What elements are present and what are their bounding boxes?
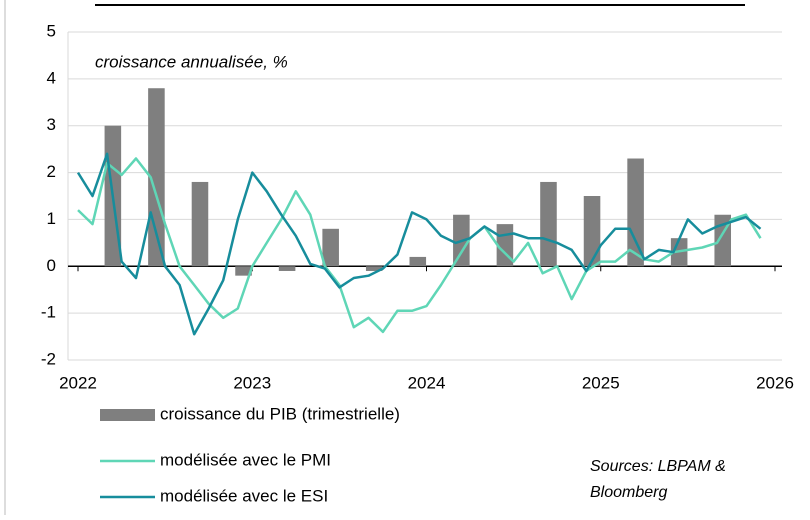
bar xyxy=(540,181,557,267)
bar xyxy=(583,196,601,267)
bar xyxy=(365,266,383,271)
bar xyxy=(235,266,252,276)
bar xyxy=(322,228,339,267)
y-tick-label: -1 xyxy=(41,303,56,322)
x-tick-label: 2026 xyxy=(756,373,794,392)
y-tick-label: 1 xyxy=(47,209,56,228)
x-tick-label: 2022 xyxy=(59,373,97,392)
y-tick-label: 5 xyxy=(47,21,56,40)
subtitle: croissance annualisée, % xyxy=(95,52,288,71)
y-tick-label: 2 xyxy=(47,162,56,181)
bar xyxy=(627,158,644,267)
x-tick-label: 2024 xyxy=(408,373,446,392)
bar xyxy=(409,256,427,267)
line xyxy=(77,157,762,334)
annotation: Bloomberg xyxy=(590,484,667,501)
legend-label: croissance du PIB (trimestrielle) xyxy=(160,404,400,423)
y-tick-label: 3 xyxy=(47,115,56,134)
bar xyxy=(191,181,209,267)
x-tick-label: 2025 xyxy=(582,373,620,392)
line xyxy=(76,152,762,336)
annotation: Sources: LBPAM & xyxy=(590,458,726,475)
y-tick-label: 4 xyxy=(47,68,56,87)
legend-label: modélisée avec le ESI xyxy=(160,486,328,505)
y-tick-label: -2 xyxy=(41,349,56,368)
legend-swatch xyxy=(100,409,155,421)
legend-label: modélisée avec le PMI xyxy=(160,450,331,469)
x-tick-label: 2023 xyxy=(233,373,271,392)
bar xyxy=(278,266,296,271)
y-tick-label: 0 xyxy=(47,256,56,275)
